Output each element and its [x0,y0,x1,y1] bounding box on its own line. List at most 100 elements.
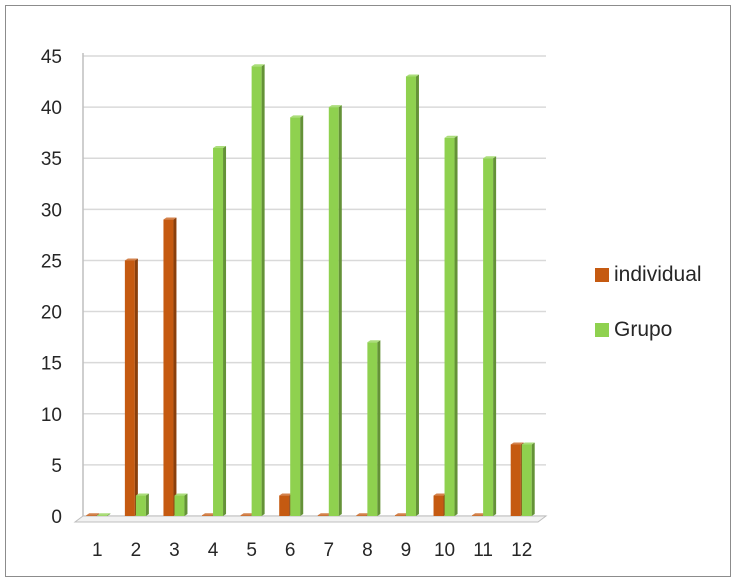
bar-front [433,495,444,516]
bar-side [107,513,111,516]
floor [73,515,548,523]
legend-label-individual: individual [614,263,702,286]
bar-side [415,74,419,516]
x-tick-label: 9 [401,540,412,561]
bar-side [145,493,149,516]
bar-side [184,493,188,516]
bar-front [202,515,213,516]
bar-grupo-2 [135,493,149,516]
y-tick-labels: 0 5 10 15 20 25 30 35 40 45 [41,47,62,528]
bar-top [521,442,535,445]
y-tick-label: 15 [41,354,62,375]
y-tick-label: 45 [41,47,62,68]
bar-front [97,515,108,516]
bar-grupo-6 [290,115,304,516]
x-tick-label: 11 [473,540,493,561]
bar-side [261,64,265,516]
x-tick-label: 4 [208,540,219,561]
bar-side [96,513,100,516]
x-tick-label: 8 [362,540,373,561]
x-tick-label: 7 [324,540,335,561]
bar-individual-3 [163,217,177,517]
bar-side [173,217,177,517]
y-tick-label: 35 [41,149,62,170]
bar-front [163,219,174,517]
x-tick-label: 5 [246,540,257,561]
bar-top [97,513,111,516]
bar-front [240,515,251,516]
bar-grupo-1 [97,513,111,516]
bar-top [163,217,177,220]
axes [73,53,548,523]
bar-front [444,137,455,516]
bar-top [290,115,304,118]
y-tick-label: 30 [41,200,62,221]
bar-front [86,515,97,516]
bar-side [531,442,535,516]
x-tick-label: 6 [285,540,296,561]
bar-top [279,493,293,496]
legend-swatch-grupo [595,323,609,337]
bar-front [251,66,262,516]
x-tick-label: 3 [169,540,180,561]
x-tick-label: 2 [131,540,142,561]
y-tick-label: 25 [41,251,62,272]
bar-front [521,444,532,516]
bar-front [356,515,367,516]
bar-individual-2 [124,258,138,516]
bar-side [377,340,381,516]
bar-top [86,513,100,516]
x-tick-label: 12 [511,540,532,561]
bar-grupo-5 [251,64,265,516]
y-tick-label: 5 [51,456,62,477]
bar-top [483,156,497,159]
bar-top [240,513,254,516]
bar-top [433,493,447,496]
bar-top [251,64,265,67]
bar-front [472,515,483,516]
bar-front [124,260,135,516]
bar-side [134,258,138,516]
bar-grupo-3 [174,493,188,516]
bar-top [317,513,331,516]
bar-top [510,442,524,445]
bar-side [454,135,458,516]
bar-grupo-7 [328,105,342,516]
legend-item-individual: individual [595,262,730,288]
x-tick-label: 1 [92,540,103,561]
legend-label-grupo: Grupo [614,318,673,341]
bar-grupo-10 [444,135,458,516]
y-tick-label: 20 [41,303,62,324]
bar-top [124,258,138,261]
bar-grupo-9 [405,74,419,516]
bar-front [510,444,521,516]
bar-front [174,495,185,516]
bar-grupo-11 [483,156,497,516]
bar-front [394,515,405,516]
bar-side [300,115,304,516]
bar-side [223,146,227,516]
bar-individual-1 [86,513,100,516]
bar-top [328,105,342,108]
bar-top [356,513,370,516]
bars [86,64,535,517]
bar-top [472,513,486,516]
bar-side [338,105,342,516]
bar-front [367,342,378,516]
bar-side [493,156,497,516]
bar-top [135,493,149,496]
x-tick-label: 10 [434,540,455,561]
bar-top [213,146,227,148]
bar-front [317,515,328,516]
bar-front [279,495,290,516]
bar-front [290,117,301,516]
bar-front [483,158,494,516]
bar-grupo-8 [367,340,381,516]
bar-front [328,107,339,516]
legend-item-grupo: Grupo [595,317,730,343]
y-tick-label: 40 [41,98,62,119]
x-tick-labels: 1 2 3 4 5 6 7 8 9 10 11 12 [92,540,532,561]
bar-front [135,495,146,516]
bar-grupo-4 [213,146,227,516]
